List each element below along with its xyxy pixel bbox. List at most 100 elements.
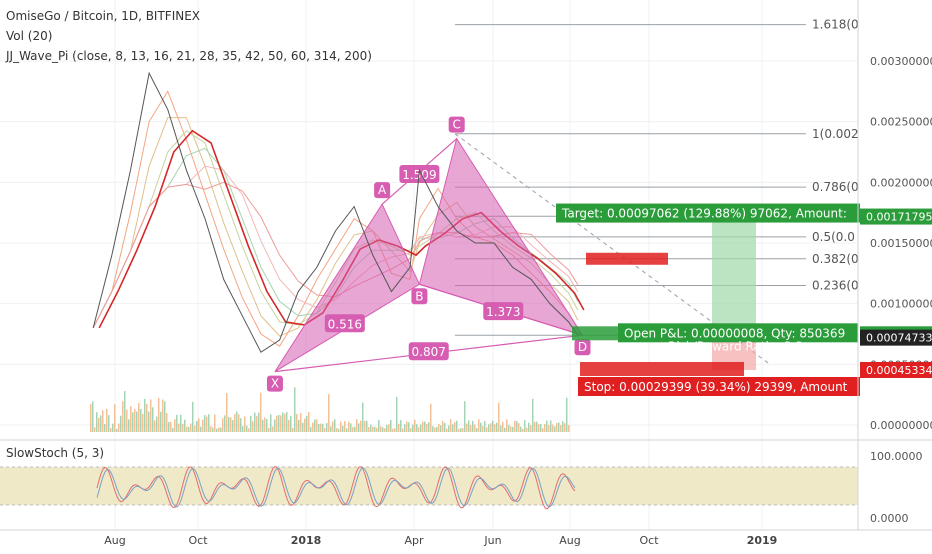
volume-bar bbox=[462, 428, 464, 432]
volume-bar bbox=[436, 427, 438, 432]
pattern-point-badge[interactable] bbox=[374, 182, 391, 199]
volume-bar bbox=[112, 423, 114, 432]
volume-bar bbox=[254, 412, 256, 432]
volume-bar bbox=[326, 423, 328, 432]
time-axis[interactable]: Aug Oct 2018 Apr Jun Aug Oct 2019 bbox=[0, 529, 932, 547]
fib-label: 0.236(0 bbox=[812, 278, 859, 292]
volume-bar bbox=[154, 420, 156, 432]
volume-bar bbox=[220, 427, 222, 432]
volume-bar bbox=[550, 420, 552, 432]
volume-bar bbox=[224, 415, 226, 432]
volume-bar bbox=[502, 421, 504, 432]
volume-bar bbox=[228, 416, 230, 432]
volume-bar bbox=[420, 424, 422, 432]
pattern-point-label: X bbox=[271, 377, 279, 391]
volume-bar bbox=[332, 421, 334, 432]
volume-bar bbox=[478, 419, 480, 432]
volume-bar bbox=[434, 427, 436, 432]
price-series bbox=[92, 71, 579, 353]
volume-bar bbox=[458, 428, 460, 432]
volume-bar bbox=[318, 423, 320, 432]
price-label-box[interactable] bbox=[860, 208, 932, 225]
volume-bar bbox=[106, 408, 108, 432]
volume-bar bbox=[394, 428, 396, 432]
volume-bar bbox=[258, 412, 260, 432]
volume-bar bbox=[424, 421, 426, 432]
volume-bar bbox=[180, 414, 182, 432]
volume-bar bbox=[352, 427, 354, 432]
volume-bar bbox=[324, 428, 326, 432]
pattern-point-badge[interactable] bbox=[266, 375, 283, 392]
volume-bar bbox=[504, 427, 506, 432]
volume-bar bbox=[340, 421, 342, 432]
price-axis[interactable]: 0.00300000 0.00250000 0.00200000 0.00150000… bbox=[857, 0, 932, 530]
stop-text: Stop: 0.00029399 (39.34%) 29399, Amount bbox=[584, 380, 848, 394]
volume-bar bbox=[166, 413, 168, 432]
volume-bar bbox=[278, 414, 280, 432]
volume-bar bbox=[320, 423, 322, 432]
price-label-box[interactable] bbox=[860, 361, 932, 378]
stop-box[interactable] bbox=[578, 376, 860, 396]
volume-bar bbox=[222, 418, 224, 432]
position-tool[interactable]: Target: 0.00097062 (129.88%) 97062, Amou… bbox=[556, 203, 860, 396]
volume-bar bbox=[190, 423, 192, 432]
volume-bar bbox=[408, 422, 410, 432]
open-pnl-box[interactable] bbox=[618, 323, 858, 343]
volume-bar bbox=[358, 423, 360, 432]
volume-bar bbox=[238, 414, 240, 432]
pattern-point-badge[interactable] bbox=[411, 288, 428, 305]
volume-bar bbox=[130, 406, 132, 432]
volume-bar bbox=[284, 413, 286, 432]
volume-bar bbox=[314, 419, 316, 432]
volume-bar bbox=[508, 424, 510, 432]
x-tick-label: Oct bbox=[639, 534, 659, 547]
volume-bar bbox=[272, 426, 274, 432]
volume-bar bbox=[90, 404, 92, 432]
volume-indicator-label[interactable]: Vol (20) bbox=[6, 29, 53, 43]
volume-bar bbox=[448, 425, 450, 432]
volume-bar bbox=[200, 426, 202, 432]
target-box[interactable] bbox=[556, 203, 860, 223]
pattern-ratio-badge bbox=[408, 342, 449, 361]
volume-bar bbox=[142, 413, 144, 432]
volume-bar bbox=[484, 421, 486, 432]
volume-bar bbox=[148, 411, 150, 432]
price-label-box[interactable] bbox=[860, 329, 932, 346]
pattern-point-badge[interactable] bbox=[574, 339, 591, 356]
volume-bar bbox=[268, 427, 270, 432]
volume-bar bbox=[566, 397, 568, 432]
symbol-title[interactable]: OmiseGo / Bitcoin, 1D, BITFINEX bbox=[6, 9, 201, 23]
volume-bar bbox=[392, 428, 394, 432]
volume-bar bbox=[124, 390, 126, 432]
volume-bar bbox=[230, 417, 232, 432]
volume-bar bbox=[306, 416, 308, 432]
volume-bar bbox=[260, 392, 262, 432]
y-tick-label: 0.00250000 bbox=[870, 116, 932, 129]
volume-bar bbox=[170, 421, 172, 432]
price-line bbox=[92, 71, 579, 353]
volume-bar bbox=[302, 422, 304, 432]
volume-bar bbox=[530, 425, 532, 432]
volume-bar bbox=[540, 424, 542, 432]
stop-marker[interactable] bbox=[580, 361, 744, 376]
volume-bar bbox=[528, 422, 530, 432]
volume-bar bbox=[542, 428, 544, 432]
pattern-point-badge[interactable] bbox=[448, 116, 465, 133]
volume-bar bbox=[544, 424, 546, 432]
volume-bar bbox=[126, 409, 128, 432]
entry-marker[interactable] bbox=[572, 326, 618, 341]
volume-bar bbox=[470, 425, 472, 432]
volume-bar bbox=[548, 425, 550, 432]
volume-bar bbox=[298, 420, 300, 432]
volume-bar bbox=[248, 428, 250, 432]
volume-bar bbox=[312, 422, 314, 432]
volume-bar bbox=[404, 424, 406, 432]
volume-bar bbox=[512, 426, 514, 432]
wave-indicator-label[interactable]: JJ_Wave_Pi (close, 8, 13, 16, 21, 28, 35… bbox=[6, 49, 372, 63]
pattern-point-label: C bbox=[452, 118, 460, 132]
volume-bar bbox=[532, 398, 534, 432]
stoch-indicator-label[interactable]: SlowStoch (5, 3) bbox=[6, 446, 105, 460]
